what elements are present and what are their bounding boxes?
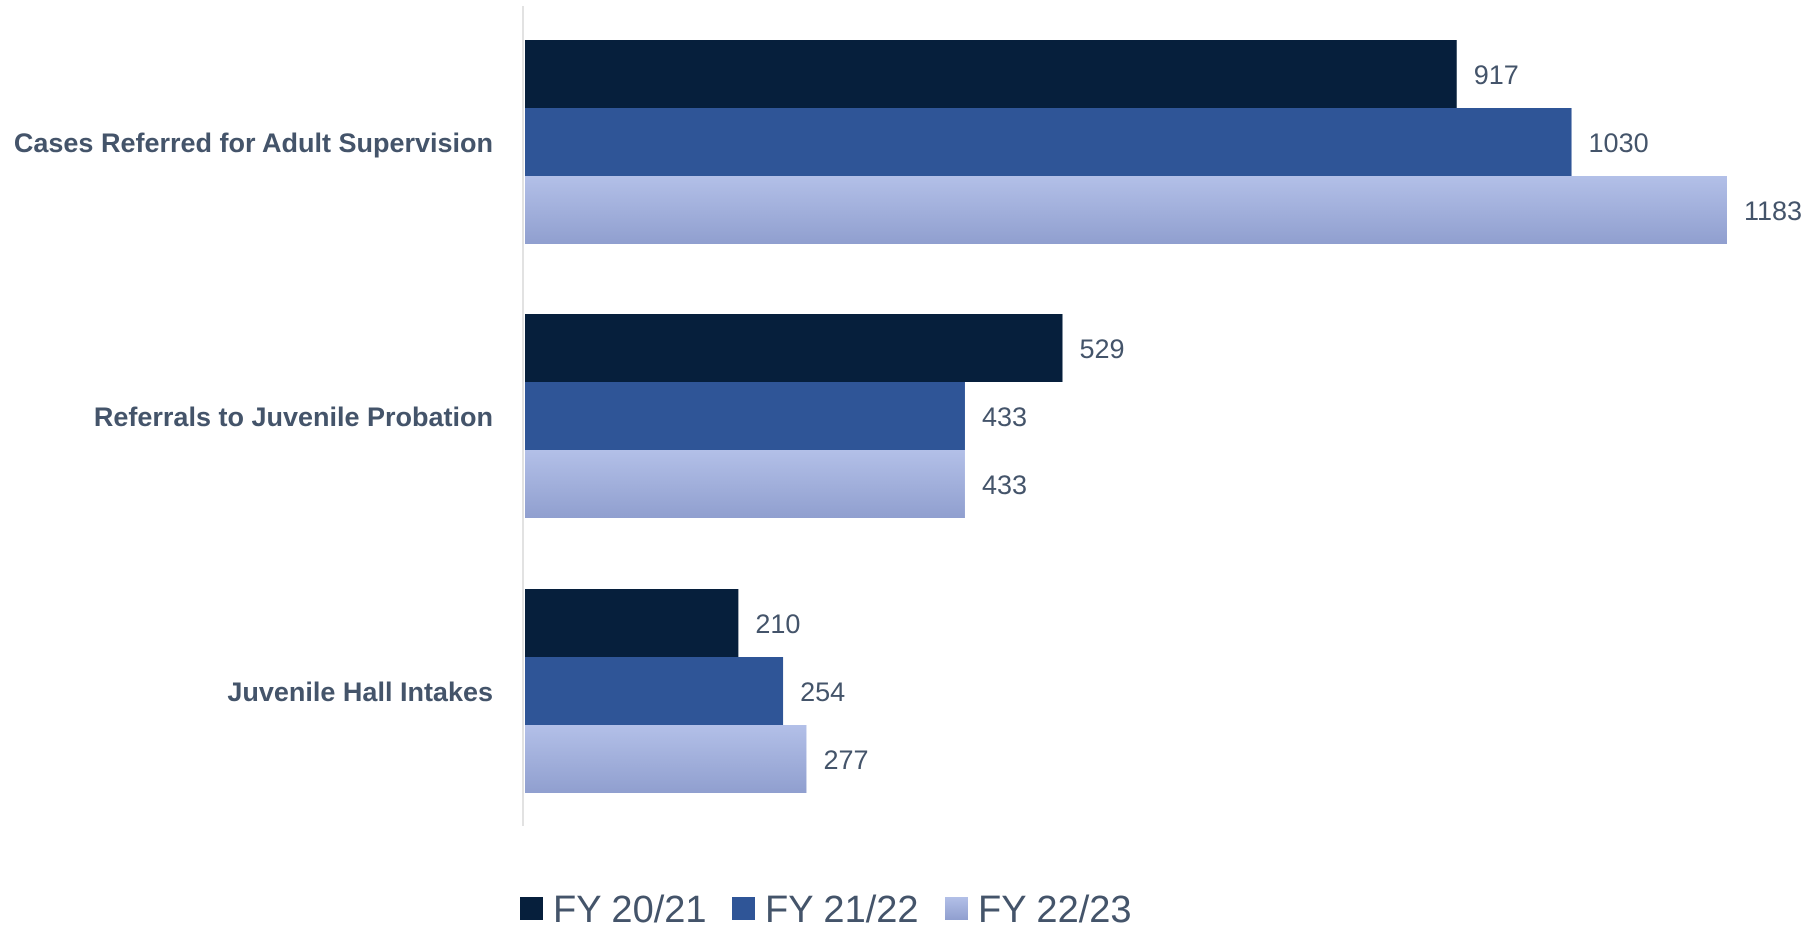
bar-cases-referred-for-adult-supervision-fy-22-23	[525, 176, 1727, 244]
legend-swatch-fy-21-22	[732, 897, 755, 920]
bar-cases-referred-for-adult-supervision-fy-20-21	[525, 40, 1457, 108]
category-label-cases-referred-for-adult-supervision: Cases Referred for Adult Supervision	[14, 128, 493, 158]
legend-label-fy-21-22: FY 21/22	[765, 889, 919, 927]
bar-cases-referred-for-adult-supervision-fy-21-22	[525, 108, 1572, 176]
data-label-cases-referred-for-adult-supervision-fy-21-22: 1030	[1589, 128, 1649, 158]
bar-juvenile-hall-intakes-fy-22-23	[525, 725, 807, 793]
category-label-juvenile-hall-intakes: Juvenile Hall Intakes	[227, 677, 493, 707]
legend-label-fy-22-23: FY 22/23	[978, 889, 1132, 927]
data-label-juvenile-hall-intakes-fy-20-21: 210	[755, 609, 800, 639]
category-label-referrals-to-juvenile-probation: Referrals to Juvenile Probation	[94, 402, 493, 432]
category-labels: Cases Referred for Adult Supervision Refe…	[14, 128, 493, 707]
legend-swatch-fy-22-23	[945, 897, 968, 920]
bar-referrals-to-juvenile-probation-fy-20-21	[525, 314, 1063, 382]
bar-juvenile-hall-intakes-fy-21-22	[525, 657, 784, 725]
data-label-juvenile-hall-intakes-fy-22-23: 277	[823, 745, 868, 775]
data-label-referrals-to-juvenile-probation-fy-20-21: 529	[1079, 334, 1124, 364]
bar-referrals-to-juvenile-probation-fy-22-23	[525, 450, 965, 518]
legend: FY 20/21 FY 21/22 FY 22/23	[520, 889, 1132, 927]
data-labels: 917 1030 1183 529 433 433 210 254 277	[755, 60, 1802, 775]
data-label-referrals-to-juvenile-probation-fy-21-22: 433	[982, 402, 1027, 432]
legend-label-fy-20-21: FY 20/21	[553, 889, 707, 927]
data-label-cases-referred-for-adult-supervision-fy-22-23: 1183	[1744, 196, 1802, 226]
data-label-juvenile-hall-intakes-fy-21-22: 254	[800, 677, 845, 707]
bars-group	[525, 40, 1727, 793]
legend-swatch-fy-20-21	[520, 897, 543, 920]
bar-juvenile-hall-intakes-fy-20-21	[525, 589, 739, 657]
data-label-cases-referred-for-adult-supervision-fy-20-21: 917	[1474, 60, 1519, 90]
bar-referrals-to-juvenile-probation-fy-21-22	[525, 382, 965, 450]
data-label-referrals-to-juvenile-probation-fy-22-23: 433	[982, 470, 1027, 500]
